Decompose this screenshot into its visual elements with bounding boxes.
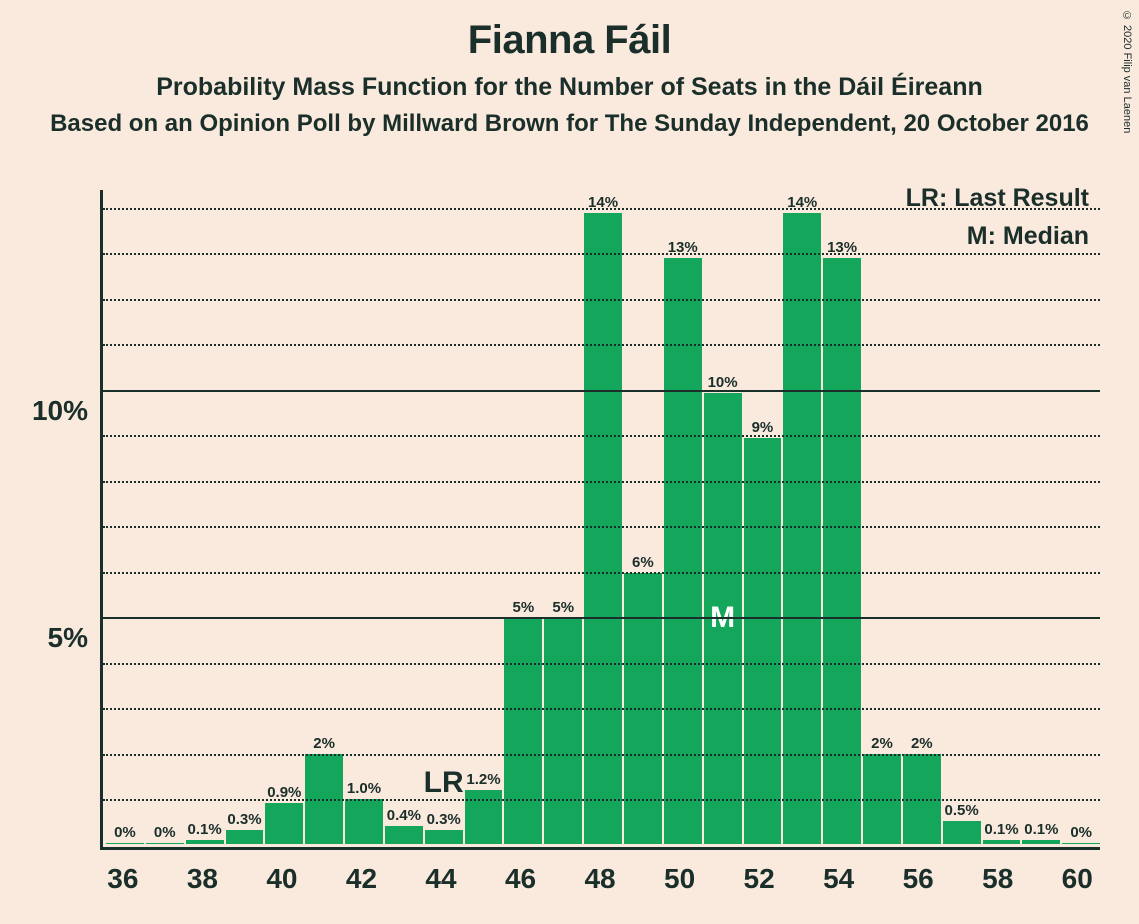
bar: 1.2% — [465, 790, 503, 844]
bar: 0.3% — [425, 830, 463, 844]
gridline-minor — [103, 208, 1100, 210]
bar-column: 14% — [584, 190, 622, 844]
x-tick-label: 58 — [978, 853, 1018, 895]
chart-subtitle-2: Based on an Opinion Poll by Millward Bro… — [0, 110, 1139, 138]
chart-area: 0%0%0.1%0.3%0.9%2%1.0%0.4%LR0.3%1.2%5%5%… — [100, 190, 1100, 850]
gridline-minor — [103, 435, 1100, 437]
bar-column: 13% — [823, 190, 861, 844]
bar-value-label: 0.1% — [1024, 821, 1058, 840]
gridline-minor — [103, 344, 1100, 346]
bar-column: 0.1% — [983, 190, 1021, 844]
x-tick-label: 52 — [739, 853, 779, 895]
bar: 0% — [106, 843, 144, 845]
bar-column: 0.4% — [385, 190, 423, 844]
bar-column: 14% — [783, 190, 821, 844]
bar-column: 9% — [744, 190, 782, 844]
gridline-minor — [103, 708, 1100, 710]
bar-column: 5% — [504, 190, 542, 844]
bar: 0.5% — [943, 821, 981, 844]
bar-value-label: 5% — [513, 599, 535, 618]
gridline-major — [103, 390, 1100, 392]
bar-column: 1.0% — [345, 190, 383, 844]
chart-title: Fianna Fáil — [0, 18, 1139, 63]
x-tick-label: 40 — [262, 853, 302, 895]
bar-column: 2% — [305, 190, 343, 844]
bar: 0.9% — [265, 803, 303, 844]
bar-column: 1.2% — [465, 190, 503, 844]
last-result-marker: LR — [424, 766, 464, 800]
gridline-minor — [103, 526, 1100, 528]
bars-container: 0%0%0.1%0.3%0.9%2%1.0%0.4%LR0.3%1.2%5%5%… — [106, 190, 1100, 844]
gridline-minor — [103, 754, 1100, 756]
bar-value-label: 2% — [911, 735, 933, 754]
x-tick-label: 54 — [819, 853, 859, 895]
x-tick-label: 60 — [1057, 853, 1097, 895]
gridline-minor — [103, 481, 1100, 483]
chart-subtitle-1: Probability Mass Function for the Number… — [0, 73, 1139, 102]
bar-value-label: 0% — [154, 824, 176, 843]
bar-column: 0.1% — [1022, 190, 1060, 844]
x-tick-label: 44 — [421, 853, 461, 895]
bar-value-label: 1.2% — [466, 771, 500, 790]
gridline-minor — [103, 299, 1100, 301]
x-tick-label: 48 — [580, 853, 620, 895]
bar-column: 0.1% — [186, 190, 224, 844]
bar-column: LR 0.3% — [425, 190, 463, 844]
bar-value-label: 0% — [1070, 824, 1092, 843]
bar-column: 0.5% — [943, 190, 981, 844]
chart-titles: Fianna Fáil Probability Mass Function fo… — [0, 0, 1139, 138]
bar-value-label: 6% — [632, 554, 654, 573]
bar-column: 2% — [903, 190, 941, 844]
x-tick-label: 36 — [103, 853, 143, 895]
x-tick-label: 46 — [501, 853, 541, 895]
bar-column: 0.3% — [226, 190, 264, 844]
bar-column: 0.9% — [265, 190, 303, 844]
bar: 0.1% — [186, 840, 224, 845]
x-tick-label: 56 — [898, 853, 938, 895]
bar-column: 0% — [1062, 190, 1100, 844]
copyright-text: © 2020 Filip van Laenen — [1121, 10, 1133, 133]
bar: 5% — [544, 618, 582, 844]
bar: 0.1% — [1022, 840, 1060, 845]
bar-value-label: 5% — [552, 599, 574, 618]
bar: 1.0% — [345, 799, 383, 844]
bar-value-label: 0.3% — [427, 811, 461, 830]
x-axis: 3637383940414243444546474849505152535455… — [103, 853, 1097, 895]
plot-area: 0%0%0.1%0.3%0.9%2%1.0%0.4%LR0.3%1.2%5%5%… — [100, 190, 1100, 850]
bar-value-label: 0.1% — [188, 821, 222, 840]
bar-value-label: 2% — [871, 735, 893, 754]
bar: 0.1% — [983, 840, 1021, 845]
gridline-minor — [103, 253, 1100, 255]
bar-column: 10%M — [704, 190, 742, 844]
bar: 0.3% — [226, 830, 264, 844]
x-tick-label: 38 — [183, 853, 223, 895]
bar: 5% — [504, 618, 542, 844]
bar: 0% — [146, 843, 184, 845]
x-tick-label: 50 — [660, 853, 700, 895]
bar-value-label: 0.3% — [227, 811, 261, 830]
bar-column: 6% — [624, 190, 662, 844]
bar-column: 0% — [106, 190, 144, 844]
bar-column: 5% — [544, 190, 582, 844]
bar-value-label: 1.0% — [347, 780, 381, 799]
x-tick-label: 42 — [342, 853, 382, 895]
gridline-minor — [103, 572, 1100, 574]
bar-value-label: 0.4% — [387, 807, 421, 826]
gridline-major — [103, 617, 1100, 619]
bar-column: 13% — [664, 190, 702, 844]
bar-value-label: 0.1% — [984, 821, 1018, 840]
bar-value-label: 0% — [114, 824, 136, 843]
gridline-minor — [103, 663, 1100, 665]
gridline-minor — [103, 799, 1100, 801]
bar-value-label: 2% — [313, 735, 335, 754]
bar: 0% — [1062, 843, 1100, 845]
bar-value-label: 0.5% — [945, 802, 979, 821]
bar-column: 2% — [863, 190, 901, 844]
bar: 0.4% — [385, 826, 423, 844]
bar-column: 0% — [146, 190, 184, 844]
bar: 9% — [744, 438, 782, 844]
